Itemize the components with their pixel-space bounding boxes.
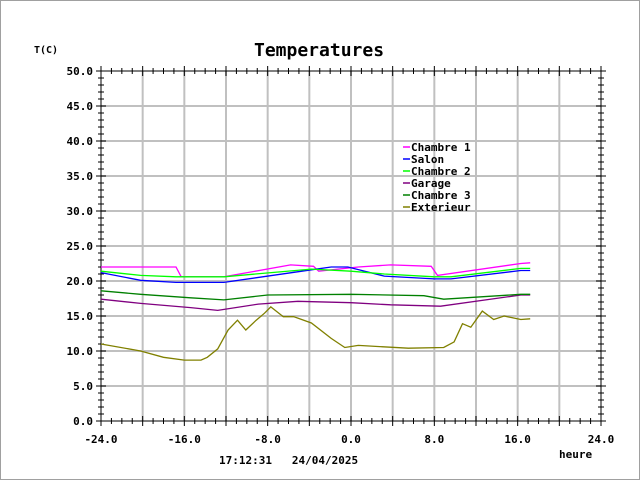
series-line-exterieur	[100, 306, 531, 361]
x-tick-label: -16.0	[168, 433, 201, 446]
y-tick-label: 0.0	[73, 415, 93, 428]
legend-entry: Exterieur	[411, 201, 471, 214]
x-tick-label: -8.0	[254, 433, 281, 446]
y-axis-label: T(C)	[34, 45, 58, 56]
y-tick-label: 10.0	[67, 345, 94, 358]
y-tick-label: 50.0	[67, 65, 94, 78]
y-tick-label: 35.0	[67, 170, 94, 183]
legend-entry: Salon	[411, 153, 444, 166]
x-axis-label: heure	[559, 448, 592, 461]
x-tick-label: 8.0	[424, 433, 444, 446]
x-tick-label: -24.0	[84, 433, 117, 446]
timestamp: 17:12:31 24/04/2025	[219, 454, 358, 467]
series-line-chambre-3	[100, 290, 531, 301]
x-tick-label: 24.0	[588, 433, 615, 446]
chart-title: Temperatures	[254, 40, 384, 61]
y-tick-label: 5.0	[73, 380, 93, 393]
y-tick-label: 40.0	[67, 135, 94, 148]
x-tick-label: 0.0	[341, 433, 361, 446]
y-tick-label: 30.0	[67, 205, 94, 218]
y-tick-label: 45.0	[67, 100, 94, 113]
y-tick-label: 20.0	[67, 275, 94, 288]
x-tick-label: 16.0	[504, 433, 531, 446]
legend-entry: Chambre 1	[411, 141, 471, 154]
series-line-salon	[100, 266, 531, 284]
legend-entry: Garage	[411, 177, 451, 190]
legend-entry: Chambre 2	[411, 165, 471, 178]
legend-entry: Chambre 3	[411, 189, 471, 202]
y-tick-label: 25.0	[67, 240, 94, 253]
y-tick-label: 15.0	[67, 310, 94, 323]
series-line-chambre-2	[100, 267, 531, 278]
series-line-garage	[100, 294, 531, 312]
